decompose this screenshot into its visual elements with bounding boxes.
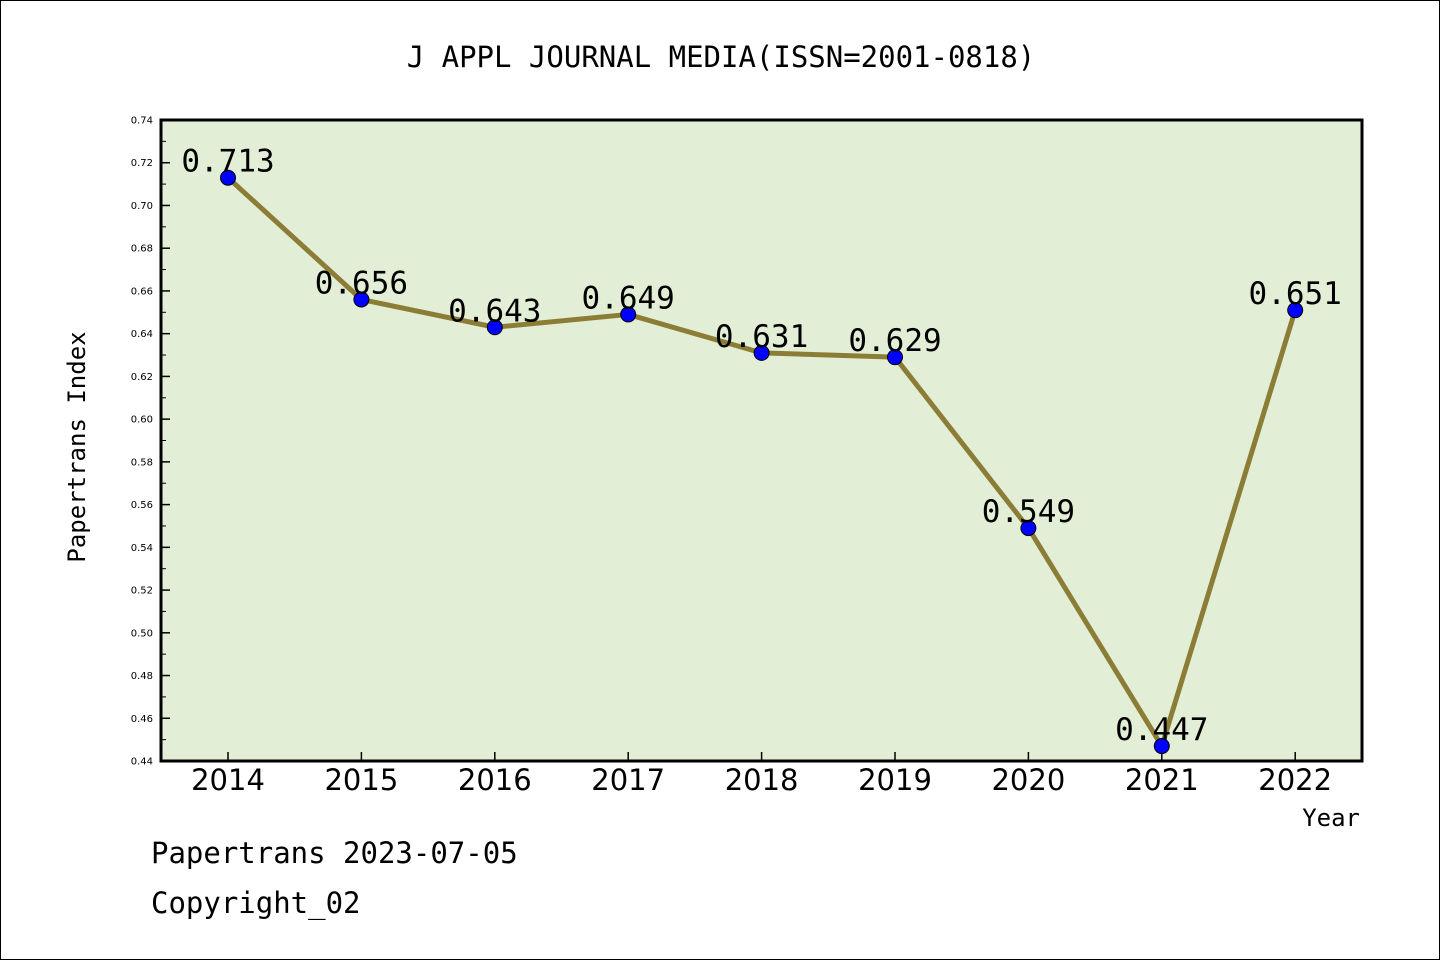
y-tick-label: 0.64 (131, 329, 153, 340)
y-axis-ticks: 0.44 0.46 0.48 0.50 0.52 0.54 0.56 0.58 0.60 0.62… (131, 116, 170, 768)
x-tick-label: 2021 (1125, 763, 1199, 797)
x-axis-ticks: 2014 2015 2016 2017 2018 2019 2020 2021 2022 (191, 752, 1332, 797)
data-label: 0.649 (582, 280, 675, 316)
data-label: 0.713 (181, 144, 274, 180)
y-tick-label: 0.60 (131, 415, 153, 426)
data-point (486, 319, 503, 336)
y-tick-label: 0.46 (131, 714, 153, 725)
data-point (753, 344, 770, 361)
data-point (353, 291, 370, 308)
y-tick-label: 0.70 (131, 201, 153, 212)
data-point (620, 306, 637, 323)
data-label: 0.549 (982, 494, 1075, 530)
data-label: 0.643 (448, 293, 541, 329)
data-label: 0.631 (715, 319, 808, 355)
footer-date: Papertrans 2023-07-05 (151, 836, 518, 870)
chart-title: J APPL JOURNAL MEDIA(ISSN=2001-0818) (407, 40, 1036, 74)
x-tick-label: 2022 (1258, 763, 1332, 797)
y-tick-label: 0.56 (131, 500, 153, 511)
x-tick-label: 2020 (991, 763, 1065, 797)
plot-frame (159, 118, 1364, 763)
y-tick-label: 0.54 (131, 543, 153, 554)
x-axis-label: Year (1302, 804, 1360, 832)
data-point (1287, 302, 1304, 319)
data-label: 0.447 (1115, 712, 1208, 748)
data-labels: 0.713 0.656 0.643 0.649 0.631 0.629 0.549 0.447… (181, 144, 1342, 748)
data-label: 0.656 (315, 265, 408, 301)
plot-area (161, 120, 1362, 761)
data-point (887, 349, 903, 366)
y-tick-label: 0.48 (131, 671, 153, 682)
x-tick-label: 2019 (858, 763, 932, 797)
y-tick-label: 0.50 (131, 628, 153, 639)
data-label: 0.629 (848, 323, 941, 359)
x-tick-label: 2018 (725, 763, 799, 797)
x-tick-label: 2015 (324, 763, 398, 797)
y-tick-label: 0.68 (131, 244, 153, 255)
data-points (220, 169, 1304, 755)
footer-copyright: Copyright_02 (151, 886, 361, 920)
y-axis-label: Papertrans Index (63, 331, 91, 562)
y-tick-label: 0.58 (131, 457, 153, 468)
data-point (1020, 520, 1037, 537)
data-point (220, 169, 236, 186)
y-tick-label: 0.44 (131, 757, 153, 768)
data-label: 0.651 (1249, 276, 1342, 312)
y-tick-label: 0.72 (131, 158, 153, 169)
data-point (1153, 738, 1170, 755)
y-tick-label: 0.52 (131, 586, 153, 597)
y-tick-label: 0.62 (131, 372, 153, 383)
x-tick-label: 2014 (191, 763, 265, 797)
y-tick-label: 0.66 (131, 286, 153, 297)
x-tick-label: 2016 (458, 763, 532, 797)
x-tick-label: 2017 (591, 763, 665, 797)
y-tick-label: 0.74 (131, 116, 153, 127)
